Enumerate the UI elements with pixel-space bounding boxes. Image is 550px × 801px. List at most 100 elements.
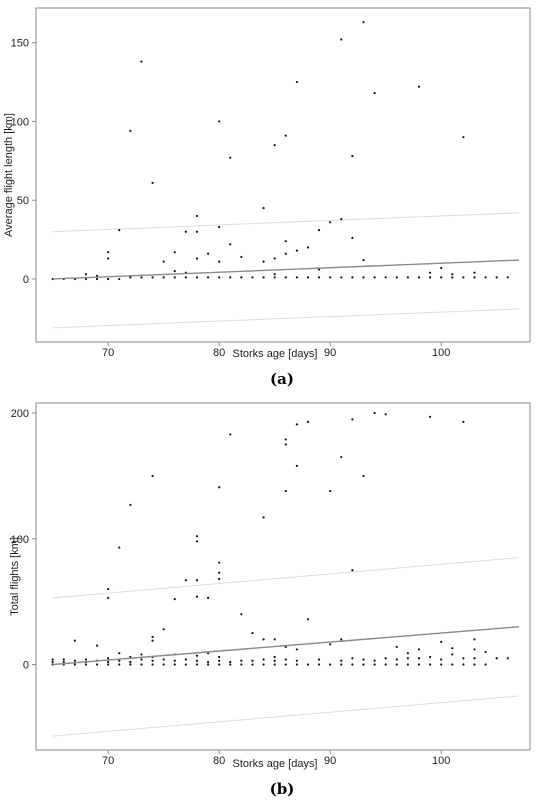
data-point xyxy=(284,443,287,446)
data-point xyxy=(306,618,310,621)
data-point xyxy=(295,423,298,426)
data-point xyxy=(107,587,110,591)
data-point xyxy=(151,639,154,642)
x-tick-label: 80 xyxy=(213,755,225,767)
data-point xyxy=(184,579,187,582)
data-point xyxy=(506,276,509,279)
x-tick-label: 100 xyxy=(432,755,450,767)
data-point xyxy=(118,546,121,549)
chart-a-points xyxy=(51,21,509,281)
data-point xyxy=(506,657,509,660)
data-point xyxy=(218,561,221,564)
data-point xyxy=(462,657,465,660)
data-point xyxy=(184,276,187,279)
data-point xyxy=(384,663,387,666)
data-point xyxy=(329,643,332,646)
x-tick-label: 70 xyxy=(102,347,114,359)
lower-confidence-line xyxy=(52,695,519,737)
data-point xyxy=(384,657,387,660)
y-tick-label: 100 xyxy=(11,116,29,128)
data-point xyxy=(351,418,354,421)
data-point xyxy=(340,38,343,41)
chart-a-x-axis-label: Storks age [days] xyxy=(233,348,318,360)
data-point xyxy=(229,156,232,159)
data-point xyxy=(218,655,221,659)
data-point xyxy=(428,655,432,659)
chart-b-confidence-bands xyxy=(52,557,519,737)
data-point xyxy=(262,516,265,519)
data-point xyxy=(384,413,387,416)
data-point xyxy=(95,644,99,647)
data-point xyxy=(295,659,298,662)
data-point xyxy=(129,503,132,506)
data-point xyxy=(262,276,265,279)
data-point xyxy=(451,276,454,279)
data-point xyxy=(129,129,132,132)
data-point xyxy=(428,271,432,274)
data-point xyxy=(351,154,354,158)
y-tick-label: 100 xyxy=(11,534,29,546)
data-point xyxy=(484,663,487,666)
data-point xyxy=(240,255,243,259)
data-point xyxy=(151,181,154,184)
y-tick-label: 50 xyxy=(17,195,29,207)
data-point xyxy=(118,663,121,666)
data-point xyxy=(173,270,176,273)
data-point xyxy=(218,260,221,263)
data-point xyxy=(129,276,132,279)
data-point xyxy=(140,658,143,661)
data-point xyxy=(284,489,287,493)
data-point xyxy=(195,654,199,657)
data-point xyxy=(329,663,332,666)
data-point xyxy=(451,647,454,650)
data-point xyxy=(373,276,376,279)
data-point xyxy=(306,246,310,249)
data-point xyxy=(218,571,221,574)
data-point xyxy=(51,660,54,664)
data-point xyxy=(451,663,454,666)
data-point xyxy=(340,218,343,221)
data-point xyxy=(118,659,121,662)
data-point xyxy=(417,85,421,88)
data-point xyxy=(428,415,432,418)
regression-line xyxy=(52,259,519,280)
data-point xyxy=(206,660,210,664)
data-point xyxy=(351,236,354,240)
data-point xyxy=(62,658,65,661)
data-point xyxy=(251,659,254,662)
data-point xyxy=(351,276,354,279)
data-point xyxy=(373,663,376,666)
chart-a-frame xyxy=(35,7,531,343)
data-point xyxy=(162,658,165,661)
data-point xyxy=(473,271,476,274)
upper-confidence-line xyxy=(52,557,519,599)
data-point xyxy=(273,659,276,662)
data-point xyxy=(295,648,298,651)
data-point xyxy=(495,657,498,660)
data-point xyxy=(317,268,321,271)
y-tick-label: 0 xyxy=(23,274,29,286)
y-tick-label: 200 xyxy=(11,408,29,420)
chart-a-fit xyxy=(52,259,519,280)
data-point xyxy=(340,638,343,641)
data-point xyxy=(273,143,276,147)
data-point xyxy=(195,214,199,218)
data-point xyxy=(406,276,409,279)
data-point xyxy=(440,640,443,643)
data-point xyxy=(151,663,154,666)
data-point xyxy=(195,579,199,582)
data-point xyxy=(51,658,54,661)
data-point xyxy=(162,260,165,263)
data-point xyxy=(229,276,232,279)
data-point xyxy=(240,276,243,279)
data-point xyxy=(229,433,232,436)
data-point xyxy=(118,277,121,281)
data-point xyxy=(317,658,321,661)
data-point xyxy=(473,638,476,641)
data-point xyxy=(195,535,199,538)
data-point xyxy=(151,276,154,279)
data-point xyxy=(440,663,443,666)
chart-b: 70 80 90 100 0 100 200 Storks age [days] Total… xyxy=(9,402,531,798)
data-point xyxy=(140,663,143,666)
data-point xyxy=(284,438,287,441)
